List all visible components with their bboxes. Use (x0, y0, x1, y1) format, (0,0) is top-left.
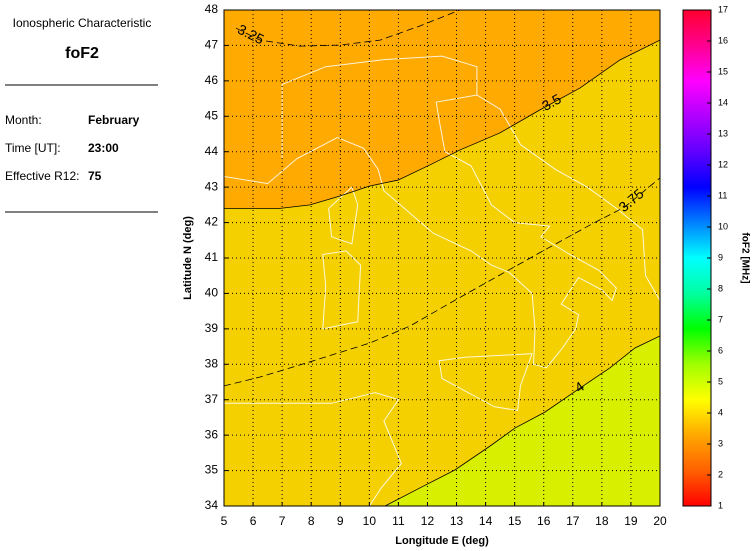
colorbar-tick-label: 9 (718, 252, 723, 262)
contour-line (384, 335, 660, 506)
colorbar-tick-label: 10 (718, 221, 728, 231)
colorbar-tick-label: 1 (718, 500, 723, 510)
y-tick-label: 41 (205, 250, 219, 264)
x-tick-label: 10 (363, 514, 377, 528)
info-parameter: foF2 (65, 45, 99, 62)
colorbar-tick-label: 6 (718, 345, 723, 355)
coastlines (224, 55, 660, 506)
x-axis-label: Longitude E (deg) (395, 535, 489, 547)
coastline (224, 94, 660, 369)
contour-fill (224, 335, 660, 506)
border (281, 55, 478, 159)
colorbar-tick-label: 15 (718, 66, 728, 76)
plot-frame (223, 9, 661, 507)
x-tick-label: 8 (308, 514, 315, 528)
contours (224, 10, 660, 506)
field-label: Time [UT]: (5, 141, 61, 155)
colorbar-tick-label: 4 (718, 407, 723, 417)
y-tick-label: 36 (205, 427, 219, 441)
colorbar-tick-label: 8 (718, 283, 723, 293)
y-tick-label: 46 (205, 73, 219, 87)
colorbar-tick-label: 3 (718, 438, 723, 448)
x-tick-label: 6 (250, 514, 257, 528)
y-tick-label: 35 (205, 463, 219, 477)
colorbar-tick-label: 11 (718, 190, 727, 200)
colorbar-tick-label: 12 (718, 159, 728, 169)
y-tick-label: 40 (205, 286, 219, 300)
contour-fill (224, 10, 660, 209)
sardinia (322, 250, 362, 330)
field-value: 23:00 (88, 141, 119, 155)
sicily (438, 353, 533, 411)
field-label: Month: (5, 113, 42, 127)
y-tick-label: 38 (205, 356, 219, 370)
field-value: 75 (88, 169, 102, 183)
x-tick-label: 5 (221, 514, 228, 528)
y-tick-label: 42 (205, 215, 219, 229)
contour-line (224, 39, 660, 209)
y-tick-label: 48 (205, 2, 219, 16)
field-label: Effective R12: (5, 169, 79, 183)
colorbar-tick-label: 16 (718, 35, 728, 45)
colorbar-tick-label: 5 (718, 376, 723, 386)
y-axis-label: Latitude N (deg) (182, 216, 194, 300)
x-tick-label: 9 (337, 514, 344, 528)
x-tick-label: 19 (624, 514, 638, 528)
contour-line (224, 177, 660, 387)
x-tick-label: 17 (566, 514, 580, 528)
colorbar-tick-label: 17 (718, 4, 728, 14)
info-heading: Ionospheric Characteristic (13, 16, 152, 30)
africa-coast (224, 392, 402, 506)
colorbar-label: foF2 [MHz] (739, 232, 750, 283)
x-tick-label: 13 (450, 514, 464, 528)
y-tick-label: 43 (205, 179, 219, 193)
y-tick-label: 37 (205, 392, 219, 406)
x-tick-label: 16 (537, 514, 551, 528)
y-tick-label: 45 (205, 108, 219, 122)
y-tick-label: 44 (205, 144, 219, 158)
x-tick-label: 18 (595, 514, 609, 528)
colorbar-tick-label: 14 (718, 97, 728, 107)
field-value: February (88, 113, 140, 127)
colorbar-tick-label: 2 (718, 469, 723, 479)
colorbar (682, 9, 712, 507)
x-tick-label: 7 (279, 514, 286, 528)
x-tick-label: 20 (653, 514, 667, 528)
colorbar-tick-label: 7 (718, 314, 723, 324)
y-tick-label: 34 (205, 498, 219, 512)
x-tick-label: 15 (508, 514, 522, 528)
corsica (328, 186, 359, 245)
x-tick-label: 14 (479, 514, 493, 528)
info-panel: Ionospheric Characteristic foF2 Month: F… (5, 16, 158, 213)
y-tick-label: 47 (205, 38, 219, 52)
y-tick-label: 39 (205, 321, 219, 335)
x-tick-label: 12 (421, 514, 435, 528)
x-tick-label: 11 (392, 514, 405, 528)
contour-fills (224, 10, 660, 506)
colorbar-tick-label: 13 (718, 128, 728, 138)
contour-line (235, 10, 461, 47)
